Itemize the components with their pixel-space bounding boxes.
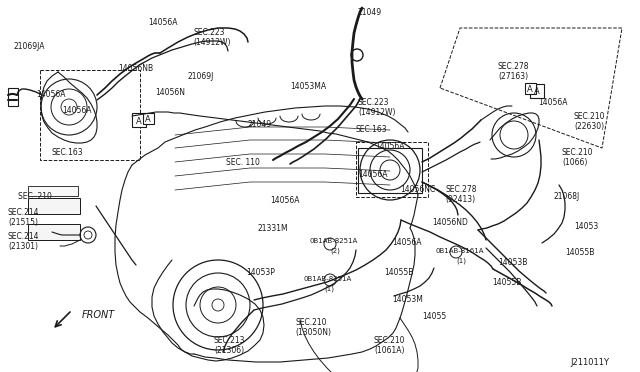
Text: A: A bbox=[136, 116, 142, 125]
Text: SEC.210: SEC.210 bbox=[374, 336, 406, 345]
Bar bbox=[28, 198, 80, 214]
Text: SEC.214: SEC.214 bbox=[8, 232, 40, 241]
Text: SEC.163: SEC.163 bbox=[52, 148, 84, 157]
Text: SEC. 210: SEC. 210 bbox=[18, 192, 52, 201]
Text: SEC.223: SEC.223 bbox=[358, 98, 390, 107]
Text: 14053MA: 14053MA bbox=[290, 82, 326, 91]
Text: (1066): (1066) bbox=[562, 158, 588, 167]
Text: 21069J: 21069J bbox=[188, 72, 214, 81]
Text: SEC.210: SEC.210 bbox=[295, 318, 326, 327]
Bar bbox=[28, 224, 80, 240]
Text: FRONT: FRONT bbox=[82, 310, 115, 320]
Text: 21068J: 21068J bbox=[554, 192, 580, 201]
Text: (2): (2) bbox=[330, 248, 340, 254]
Text: 21069JA: 21069JA bbox=[14, 42, 45, 51]
Text: 14056A: 14056A bbox=[358, 170, 387, 179]
Text: (14912W): (14912W) bbox=[358, 108, 396, 117]
Bar bbox=[143, 113, 154, 124]
Text: 14055B: 14055B bbox=[384, 268, 413, 277]
Text: J211011Y: J211011Y bbox=[570, 358, 609, 367]
Bar bbox=[356, 142, 428, 197]
Text: 14056A: 14056A bbox=[62, 106, 92, 115]
Text: 0B1AB-8251A: 0B1AB-8251A bbox=[304, 276, 352, 282]
Bar bbox=[132, 113, 146, 127]
Text: 14056A: 14056A bbox=[375, 142, 404, 151]
Text: (21301): (21301) bbox=[8, 242, 38, 251]
Text: A: A bbox=[534, 87, 540, 96]
Text: 14053: 14053 bbox=[574, 222, 598, 231]
Text: SEC.210: SEC.210 bbox=[562, 148, 593, 157]
Text: 14055B: 14055B bbox=[565, 248, 595, 257]
Text: 21331M: 21331M bbox=[258, 224, 289, 233]
Text: 14056NC: 14056NC bbox=[400, 185, 435, 194]
Text: (13050N): (13050N) bbox=[295, 328, 331, 337]
Text: (1): (1) bbox=[324, 286, 334, 292]
Text: SEC.223: SEC.223 bbox=[193, 28, 225, 37]
Bar bbox=[358, 148, 422, 193]
Text: 14056N: 14056N bbox=[155, 88, 185, 97]
Text: 14056A: 14056A bbox=[392, 238, 422, 247]
Text: 14056A: 14056A bbox=[148, 18, 177, 27]
Text: 21049: 21049 bbox=[248, 120, 272, 129]
Text: (1061A): (1061A) bbox=[374, 346, 404, 355]
Text: 14053M: 14053M bbox=[392, 295, 423, 304]
Text: SEC.213: SEC.213 bbox=[214, 336, 246, 345]
Text: (1): (1) bbox=[456, 258, 466, 264]
Text: A: A bbox=[527, 86, 533, 94]
Text: 14056ND: 14056ND bbox=[432, 218, 468, 227]
Bar bbox=[40, 70, 140, 160]
Text: 14056NB: 14056NB bbox=[118, 64, 153, 73]
Text: 14055B: 14055B bbox=[492, 278, 522, 287]
Text: 14055: 14055 bbox=[422, 312, 446, 321]
Text: SEC.278: SEC.278 bbox=[445, 185, 477, 194]
Text: SEC.278: SEC.278 bbox=[498, 62, 529, 71]
Text: 14053P: 14053P bbox=[246, 268, 275, 277]
Bar bbox=[525, 83, 536, 94]
Text: 14056A: 14056A bbox=[538, 98, 568, 107]
Text: (14912W): (14912W) bbox=[193, 38, 230, 47]
Bar bbox=[8, 88, 18, 106]
Text: (21306): (21306) bbox=[214, 346, 244, 355]
Bar bbox=[28, 186, 78, 196]
Text: A: A bbox=[145, 115, 151, 125]
Text: 14053B: 14053B bbox=[498, 258, 527, 267]
Text: 21049: 21049 bbox=[358, 8, 382, 17]
Text: 0B1AB-8251A: 0B1AB-8251A bbox=[310, 238, 358, 244]
Text: (22630): (22630) bbox=[574, 122, 604, 131]
Text: SEC.210: SEC.210 bbox=[574, 112, 605, 121]
Text: SEC.214: SEC.214 bbox=[8, 208, 40, 217]
Text: SEC. 110: SEC. 110 bbox=[226, 158, 260, 167]
Bar bbox=[530, 84, 544, 98]
Text: 14056A: 14056A bbox=[36, 90, 65, 99]
Text: (92413): (92413) bbox=[445, 195, 475, 204]
Text: (21515): (21515) bbox=[8, 218, 38, 227]
Text: 14056A: 14056A bbox=[270, 196, 300, 205]
Text: SEC.163: SEC.163 bbox=[355, 125, 387, 134]
Text: 0B1AB-8161A: 0B1AB-8161A bbox=[436, 248, 484, 254]
Text: (27163): (27163) bbox=[498, 72, 528, 81]
